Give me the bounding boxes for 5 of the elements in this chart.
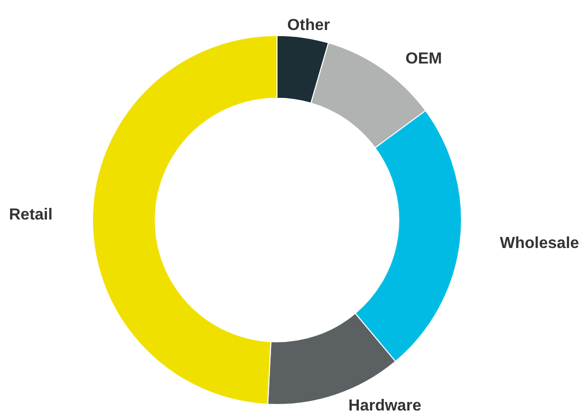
slice-label: OEM <box>406 50 442 68</box>
slice-label: Hardware <box>348 398 422 414</box>
slice-label: Wholesale <box>500 234 579 252</box>
slice-label: Other <box>287 16 330 34</box>
slice-label: Retail <box>8 206 53 224</box>
